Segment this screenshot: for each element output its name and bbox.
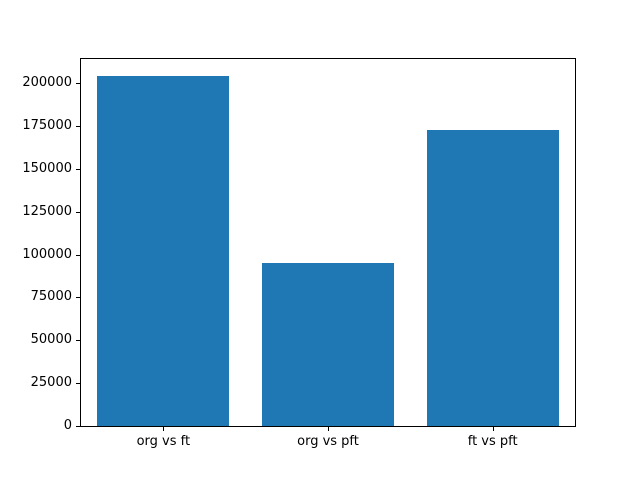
y-tick-label: 200000 [22, 75, 72, 91]
y-tick-mark [76, 254, 80, 256]
x-tick-mark [492, 427, 494, 431]
y-tick-label: 0 [63, 418, 72, 433]
x-tick-label: org vs ft [136, 434, 191, 449]
y-tick-mark [76, 83, 80, 85]
y-tick-mark [76, 211, 80, 213]
y-tick-mark [76, 426, 80, 427]
x-tick-label: ft vs pft [467, 434, 518, 449]
y-tick-label: 50000 [30, 332, 72, 348]
y-tick-label: 25000 [30, 375, 72, 391]
bar-org-vs-pft [262, 263, 394, 426]
x-tick-label: org vs pft [297, 434, 359, 449]
y-tick-label: 150000 [22, 160, 72, 176]
x-tick-mark [163, 427, 165, 431]
y-tick-mark [76, 297, 80, 299]
plot-area [80, 58, 576, 427]
y-tick-label: 100000 [22, 246, 72, 262]
bar-org-vs-ft [97, 76, 230, 426]
bar-ft-vs-pft [426, 129, 559, 426]
y-tick-label: 75000 [30, 289, 72, 305]
y-tick-label: 125000 [22, 203, 72, 219]
y-tick-mark [76, 383, 80, 385]
y-tick-mark [76, 168, 80, 170]
y-tick-mark [76, 126, 80, 128]
y-tick-label: 175000 [22, 118, 72, 134]
x-tick-mark [328, 427, 329, 431]
y-tick-mark [76, 340, 80, 342]
